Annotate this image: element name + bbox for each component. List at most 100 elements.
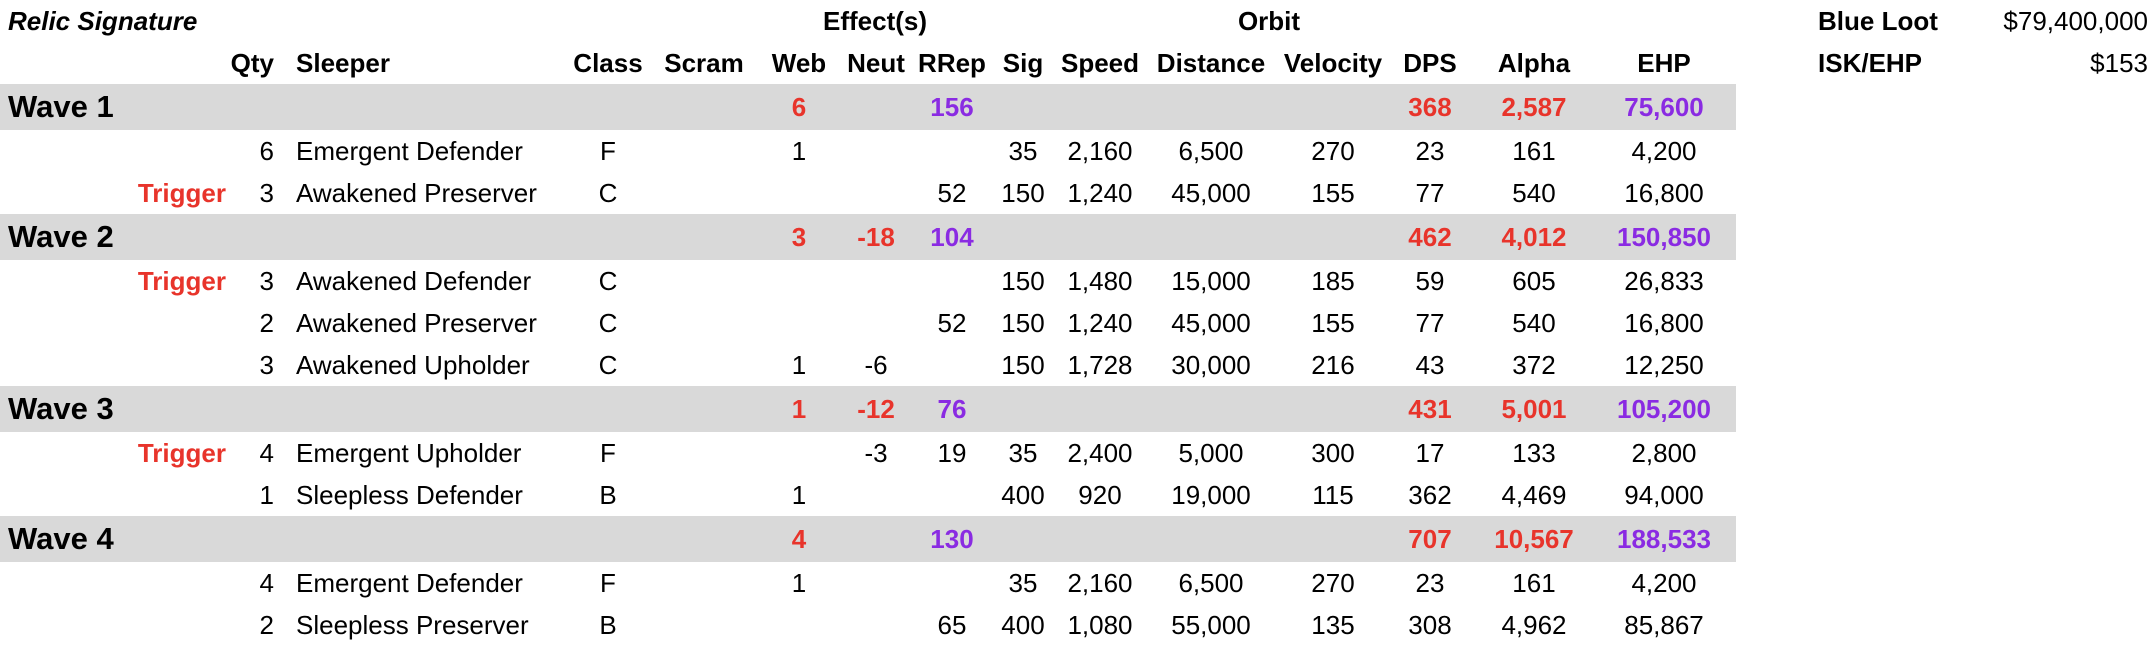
col-alpha: Alpha <box>1497 47 1571 78</box>
ehp-cell: 16,800 <box>1624 307 1704 338</box>
speed-cell: 1,480 <box>1067 265 1133 296</box>
col-dps: DPS <box>1403 47 1457 78</box>
velocity-cell: 270 <box>1311 567 1355 598</box>
neut-cell <box>838 172 914 214</box>
sig-cell: 400 <box>1001 479 1045 510</box>
velocity-cell: 135 <box>1311 609 1355 640</box>
web-cell <box>760 604 838 646</box>
distance-cell: 45,000 <box>1171 177 1251 208</box>
distance-cell: 55,000 <box>1171 609 1251 640</box>
distance-cell: 19,000 <box>1171 479 1251 510</box>
wave-row: Wave 2 3 -18 104 462 4,012 150,850 <box>0 214 1736 260</box>
ehp-cell: 12,250 <box>1624 349 1704 380</box>
neut-cell <box>838 302 914 344</box>
rrep-cell <box>914 260 990 302</box>
velocity-cell: 115 <box>1312 479 1354 510</box>
wave-total-neut <box>838 516 914 562</box>
web-cell <box>760 302 838 344</box>
wave-total-ehp: 105,200 <box>1617 393 1711 424</box>
col-qty: Qty <box>230 47 274 78</box>
neut-cell <box>838 474 914 516</box>
speed-cell: 1,728 <box>1067 349 1133 380</box>
wave-total-dps: 368 <box>1408 91 1452 122</box>
sig-cell: 150 <box>1001 265 1045 296</box>
trigger-label <box>100 130 226 172</box>
col-velocity: Velocity <box>1283 47 1383 78</box>
dps-cell: 308 <box>1408 609 1452 640</box>
alpha-cell: 133 <box>1512 437 1556 468</box>
distance-cell: 5,000 <box>1178 437 1244 468</box>
sleeper-cell: Emergent Defender <box>296 135 523 166</box>
loot-summary: Blue Loot $79,400,000 ISK/EHP $153 <box>1818 0 2148 84</box>
col-class: Class <box>573 47 643 78</box>
wave-total-alpha: 10,567 <box>1494 523 1574 554</box>
class-cell: B <box>599 609 617 640</box>
col-distance: Distance <box>1156 47 1266 78</box>
wave-total-web: 4 <box>791 523 807 554</box>
velocity-cell: 216 <box>1311 349 1355 380</box>
rrep-cell: 65 <box>937 609 967 640</box>
blue-loot-value: $79,400,000 <box>2003 5 2148 36</box>
rrep-cell: 52 <box>937 307 967 338</box>
header-group-row: Relic Signature Effect(s) Orbit <box>0 0 1736 42</box>
isk-ehp-row: ISK/EHP $153 <box>1818 42 2148 84</box>
alpha-cell: 540 <box>1512 307 1556 338</box>
isk-ehp-value: $153 <box>2090 47 2148 78</box>
col-rrep: RRep <box>918 47 986 78</box>
velocity-cell: 270 <box>1311 135 1355 166</box>
web-cell <box>760 432 838 474</box>
ehp-cell: 2,800 <box>1631 437 1697 468</box>
trigger-label: Trigger <box>137 265 226 296</box>
distance-cell: 30,000 <box>1171 349 1251 380</box>
ehp-cell: 4,200 <box>1631 135 1697 166</box>
class-cell: C <box>598 265 618 296</box>
wave-row: Wave 3 1 -12 76 431 5,001 105,200 <box>0 386 1736 432</box>
wave-total-dps: 431 <box>1408 393 1452 424</box>
neut-cell <box>838 130 914 172</box>
class-cell: F <box>600 437 616 468</box>
trigger-label: Trigger <box>137 177 226 208</box>
alpha-cell: 540 <box>1512 177 1556 208</box>
sig-cell: 400 <box>1001 609 1045 640</box>
speed-cell: 2,160 <box>1067 567 1133 598</box>
sleeper-cell: Sleepless Preserver <box>296 609 529 640</box>
qty-cell: 3 <box>259 177 274 208</box>
dps-cell: 77 <box>1415 307 1445 338</box>
class-cell: F <box>600 567 616 598</box>
distance-cell: 6,500 <box>1178 567 1244 598</box>
wave-row: Wave 4 4 130 707 10,567 188,533 <box>0 516 1736 562</box>
velocity-cell: 155 <box>1311 177 1355 208</box>
sleeper-cell: Awakened Preserver <box>296 177 537 208</box>
ehp-cell: 16,800 <box>1624 177 1704 208</box>
sleeper-cell: Emergent Defender <box>296 567 523 598</box>
neut-cell: -3 <box>864 437 888 468</box>
neut-cell <box>838 604 914 646</box>
sleeper-cell: Awakened Defender <box>296 265 532 296</box>
wave-total-ehp: 188,533 <box>1617 523 1711 554</box>
table-row: 2 Awakened Preserver C 52 150 1,240 45,0… <box>0 302 1736 344</box>
web-cell: 1 <box>791 349 807 380</box>
speed-cell: 2,400 <box>1067 437 1133 468</box>
sig-cell: 150 <box>1001 349 1045 380</box>
wave-title: Wave 3 <box>8 391 114 426</box>
col-neut: Neut <box>847 47 905 78</box>
column-header-row: Qty Sleeper Class Scram Web Neut RRep Si… <box>0 42 1736 84</box>
ehp-cell: 85,867 <box>1624 609 1704 640</box>
sheet-title: Relic Signature <box>8 5 198 36</box>
sig-cell: 35 <box>1008 437 1038 468</box>
trigger-label <box>100 604 226 646</box>
distance-cell: 6,500 <box>1178 135 1244 166</box>
wave-total-alpha: 2,587 <box>1501 91 1567 122</box>
wave-total-rrep: 130 <box>930 523 974 554</box>
velocity-cell: 185 <box>1311 265 1355 296</box>
class-cell: C <box>598 307 618 338</box>
alpha-cell: 372 <box>1512 349 1556 380</box>
web-cell: 1 <box>791 567 807 598</box>
speed-cell: 1,080 <box>1067 609 1133 640</box>
wave-total-dps: 707 <box>1408 523 1452 554</box>
col-speed: Speed <box>1060 47 1140 78</box>
dps-cell: 77 <box>1415 177 1445 208</box>
dps-cell: 59 <box>1415 265 1445 296</box>
qty-cell: 1 <box>259 479 274 510</box>
sig-cell: 150 <box>1001 177 1045 208</box>
